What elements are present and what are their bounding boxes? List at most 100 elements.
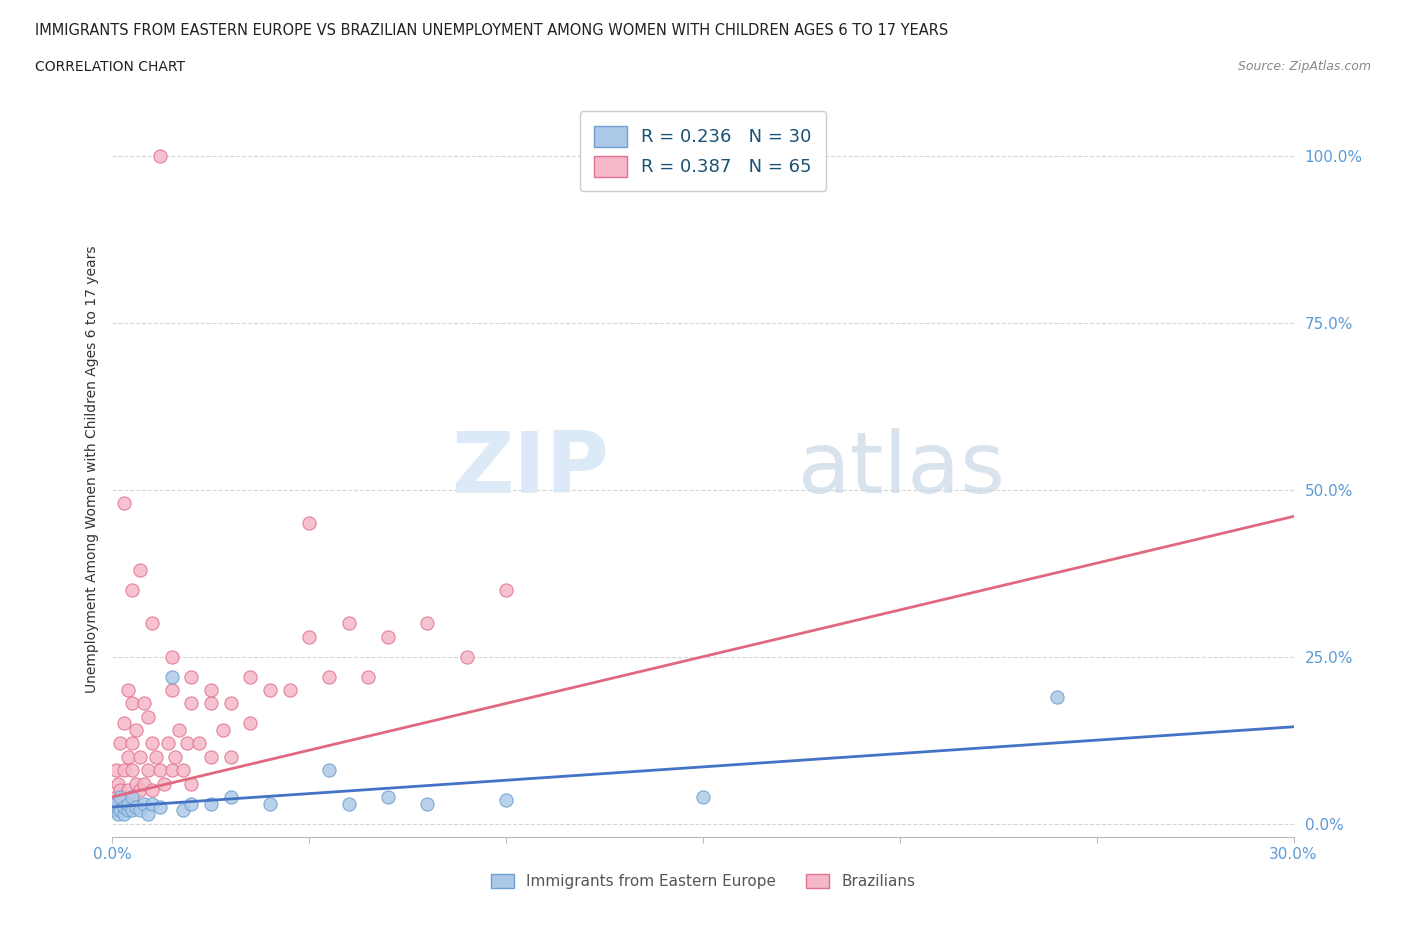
Point: [200, 750, 222, 764]
Point: [169, 723, 191, 737]
Point: [121, 790, 143, 804]
Point: [495, 582, 517, 597]
Point: [112, 800, 135, 815]
Point: [103, 803, 125, 817]
Y-axis label: Unemployment Among Women with Children Ages 6 to 17 years: Unemployment Among Women with Children A…: [84, 246, 98, 694]
Point: [188, 736, 211, 751]
Point: [117, 750, 139, 764]
Point: [180, 670, 202, 684]
Point: [219, 750, 242, 764]
Text: ZIP: ZIP: [451, 428, 609, 512]
Point: [239, 670, 262, 684]
Point: [172, 763, 194, 777]
Point: [160, 670, 183, 684]
Point: [152, 777, 174, 791]
Point: [219, 696, 242, 711]
Point: [112, 496, 135, 511]
Point: [136, 806, 159, 821]
Point: [357, 670, 380, 684]
Point: [112, 790, 135, 804]
Point: [105, 763, 128, 777]
Point: [377, 790, 399, 804]
Point: [160, 763, 183, 777]
Point: [121, 790, 143, 804]
Point: [298, 630, 321, 644]
Point: [160, 649, 183, 664]
Point: [180, 696, 202, 711]
Point: [165, 750, 187, 764]
Point: [136, 763, 159, 777]
Point: [416, 616, 439, 631]
Point: [211, 723, 233, 737]
Point: [456, 649, 478, 664]
Point: [149, 800, 172, 815]
Point: [149, 148, 172, 163]
Point: [129, 750, 152, 764]
Point: [278, 683, 301, 698]
Point: [129, 783, 152, 798]
Point: [692, 790, 714, 804]
Point: [132, 796, 155, 811]
Point: [107, 777, 129, 791]
Point: [132, 696, 155, 711]
Point: [125, 723, 148, 737]
Point: [141, 796, 163, 811]
Point: [318, 670, 340, 684]
Point: [180, 796, 202, 811]
Point: [125, 777, 148, 791]
Point: [110, 803, 132, 817]
Point: [160, 683, 183, 698]
Point: [112, 806, 135, 821]
Point: [107, 806, 129, 821]
Point: [337, 616, 360, 631]
Text: atlas: atlas: [797, 428, 1005, 512]
Point: [110, 736, 132, 751]
Point: [145, 750, 167, 764]
Point: [121, 736, 143, 751]
Point: [129, 803, 152, 817]
Point: [156, 736, 179, 751]
Point: [141, 783, 163, 798]
Point: [121, 803, 143, 817]
Point: [1046, 689, 1069, 704]
Text: CORRELATION CHART: CORRELATION CHART: [35, 60, 186, 74]
Point: [239, 716, 262, 731]
Point: [377, 630, 399, 644]
Point: [200, 796, 222, 811]
Point: [110, 783, 132, 798]
Point: [103, 803, 125, 817]
Point: [200, 683, 222, 698]
Point: [176, 736, 198, 751]
Text: Source: ZipAtlas.com: Source: ZipAtlas.com: [1237, 60, 1371, 73]
Point: [112, 716, 135, 731]
Point: [318, 763, 340, 777]
Point: [337, 796, 360, 811]
Point: [200, 696, 222, 711]
Point: [219, 790, 242, 804]
Point: [112, 763, 135, 777]
Point: [259, 683, 281, 698]
Point: [141, 736, 163, 751]
Point: [298, 515, 321, 530]
Point: [495, 792, 517, 807]
Point: [141, 616, 163, 631]
Point: [149, 763, 172, 777]
Point: [125, 800, 148, 815]
Legend: Immigrants from Eastern Europe, Brazilians: Immigrants from Eastern Europe, Brazilia…: [485, 869, 921, 896]
Point: [110, 790, 132, 804]
Point: [105, 790, 128, 804]
Point: [105, 796, 128, 811]
Point: [259, 796, 281, 811]
Point: [121, 763, 143, 777]
Point: [121, 582, 143, 597]
Point: [117, 783, 139, 798]
Point: [180, 777, 202, 791]
Point: [117, 683, 139, 698]
Point: [172, 803, 194, 817]
Point: [121, 696, 143, 711]
Point: [129, 563, 152, 578]
Text: IMMIGRANTS FROM EASTERN EUROPE VS BRAZILIAN UNEMPLOYMENT AMONG WOMEN WITH CHILDR: IMMIGRANTS FROM EASTERN EUROPE VS BRAZIL…: [35, 23, 949, 38]
Point: [136, 710, 159, 724]
Point: [117, 796, 139, 811]
Point: [416, 796, 439, 811]
